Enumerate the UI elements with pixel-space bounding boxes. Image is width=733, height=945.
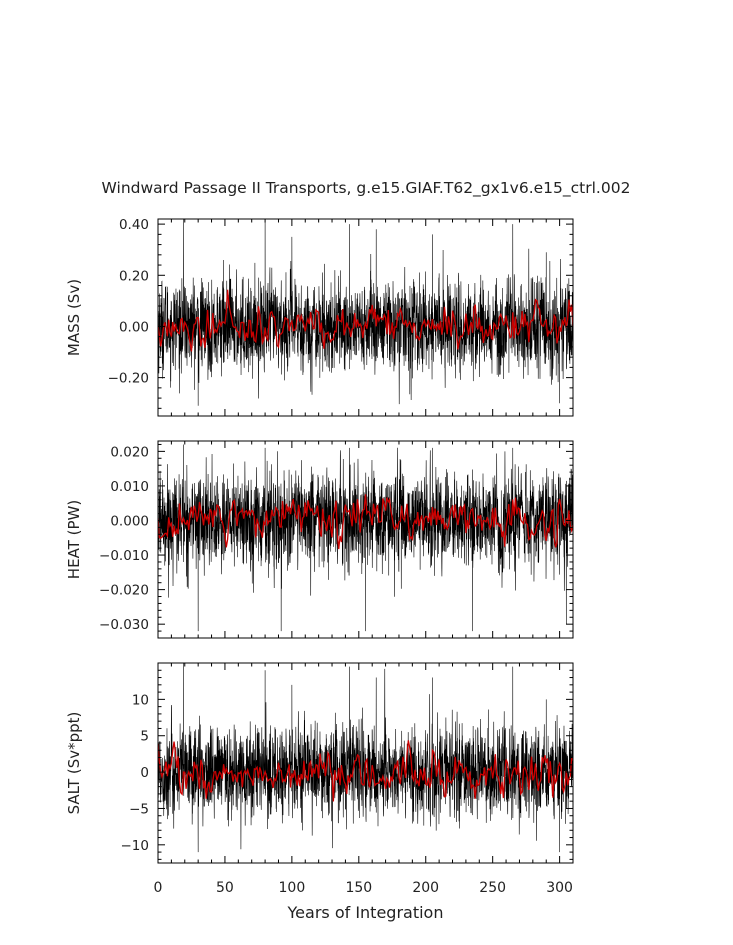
x-tick-label: 200 — [412, 880, 439, 896]
y-tick-label-heat: −0.030 — [99, 617, 149, 633]
y-tick-label-salt: 10 — [132, 692, 149, 708]
series-line-salt-smoothed — [158, 740, 573, 802]
series-line-salt-raw — [158, 663, 573, 853]
x-tick-label: 50 — [216, 880, 234, 896]
panel-salt: −10 −5 0 5 10 SALT (Sv*ppt) 0 50 100 150 200 250 300… — [65, 662, 574, 922]
series-line-heat-raw — [158, 444, 573, 632]
x-tick-label: 100 — [279, 880, 306, 896]
y-axis-label-salt: SALT (Sv*ppt) — [65, 712, 83, 815]
y-tick-label-mass: 0.40 — [119, 217, 149, 233]
y-tick-label-heat: −0.020 — [99, 583, 149, 599]
y-tick-label-mass: 0.20 — [119, 268, 149, 284]
y-tick-label-heat: 0.010 — [110, 479, 149, 495]
y-axis-label-heat: HEAT (PW) — [65, 500, 83, 579]
plot-area-mass — [158, 219, 573, 406]
x-axis-label: Years of Integration — [287, 903, 444, 922]
axes-frame-salt — [157, 662, 574, 864]
plot-area-heat — [158, 444, 573, 632]
y-tick-label-salt: −10 — [121, 838, 150, 854]
chart-title: Windward Passage II Transports, g.e15.GI… — [102, 179, 631, 198]
y-tick-label-heat: 0.020 — [110, 444, 149, 460]
y-tick-label-salt: 5 — [140, 729, 149, 745]
series-line-heat-smoothed — [158, 494, 573, 550]
x-tick-label: 150 — [345, 880, 372, 896]
y-tick-label-heat: −0.010 — [99, 548, 149, 564]
x-tick-label: 250 — [479, 880, 506, 896]
y-tick-label-salt: −5 — [129, 801, 149, 817]
x-tick-label: 300 — [546, 880, 573, 896]
y-axis-label-mass: MASS (Sv) — [65, 279, 83, 356]
axes-frame-heat — [157, 440, 574, 639]
y-tick-label-mass: 0.00 — [119, 319, 149, 335]
series-line-mass-raw — [158, 219, 573, 406]
axes-frame-mass — [157, 218, 574, 417]
y-tick-label-mass: −0.20 — [108, 371, 149, 387]
panel-heat: −0.030 −0.020 −0.010 0.000 0.010 0.020 HEAT (P… — [65, 440, 574, 639]
y-tick-label-salt: 0 — [140, 765, 149, 781]
y-tick-label-heat: 0.000 — [110, 513, 149, 529]
x-tick-label: 0 — [154, 880, 163, 896]
series-line-mass-smoothed — [158, 289, 573, 352]
panel-mass: −0.20 0.00 0.20 0.40 MASS (Sv) — [65, 217, 574, 417]
plot-area-salt — [158, 663, 573, 853]
